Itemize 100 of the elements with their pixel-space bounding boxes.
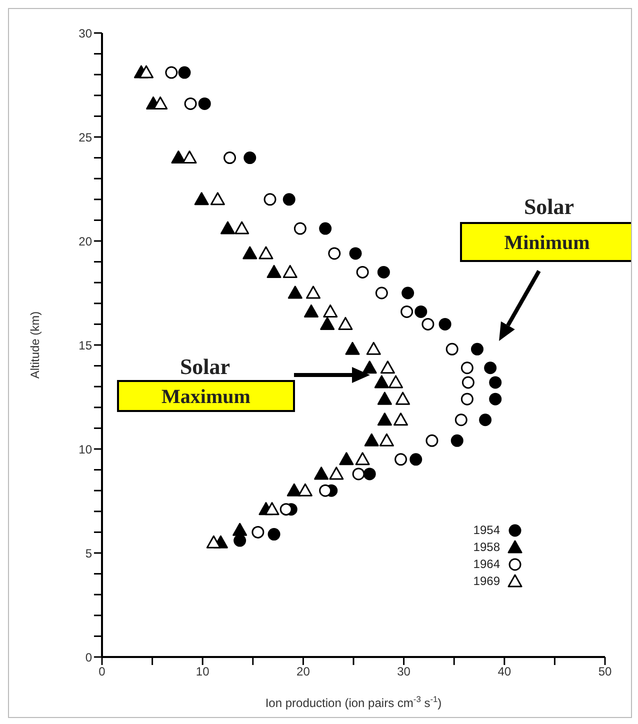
point xyxy=(388,375,403,388)
point xyxy=(363,468,376,480)
point xyxy=(329,466,344,480)
point xyxy=(282,264,298,278)
point xyxy=(355,452,370,466)
x-tick-label: 0 xyxy=(98,664,106,679)
point xyxy=(198,97,211,110)
point xyxy=(470,342,484,356)
point xyxy=(252,526,264,538)
point xyxy=(224,152,236,164)
point xyxy=(479,414,492,426)
point xyxy=(375,286,388,300)
point xyxy=(489,376,502,389)
point xyxy=(244,152,256,164)
point xyxy=(178,66,191,79)
annotation: Solar Minimum xyxy=(504,194,590,254)
y-tick-label: 20 xyxy=(78,234,92,248)
x-tick-label: 40 xyxy=(498,664,512,679)
point xyxy=(414,305,428,318)
x-tick-label: 30 xyxy=(397,664,411,679)
point xyxy=(377,266,390,278)
y-tick-label: 15 xyxy=(78,338,92,352)
point xyxy=(139,65,154,78)
point xyxy=(394,453,408,466)
point xyxy=(182,150,197,164)
point xyxy=(288,286,302,299)
y-axis-title: Altitude (km) xyxy=(28,311,42,379)
point xyxy=(206,535,221,548)
point xyxy=(268,528,280,541)
y-tick-label: 25 xyxy=(78,130,92,144)
point xyxy=(396,392,410,405)
legend-label: 1969 xyxy=(472,574,500,588)
point xyxy=(400,305,414,318)
point xyxy=(184,97,197,110)
point xyxy=(366,342,381,355)
point xyxy=(232,522,248,536)
point xyxy=(264,502,280,516)
point xyxy=(364,433,379,446)
point xyxy=(422,318,434,330)
point xyxy=(258,246,274,260)
point xyxy=(374,375,389,388)
point xyxy=(460,362,474,374)
point xyxy=(454,414,468,426)
point xyxy=(394,412,408,426)
point xyxy=(320,316,335,330)
legend-label: 1958 xyxy=(472,540,500,554)
point xyxy=(402,286,414,300)
point xyxy=(282,193,296,206)
point xyxy=(294,222,306,235)
point xyxy=(377,412,392,426)
y-tick-label: 10 xyxy=(78,442,92,456)
point xyxy=(314,466,329,480)
point xyxy=(349,247,362,260)
point xyxy=(345,342,360,355)
point xyxy=(460,392,474,406)
point xyxy=(306,286,321,299)
point xyxy=(153,96,168,110)
point xyxy=(462,376,474,389)
point xyxy=(286,483,302,496)
point xyxy=(298,483,312,496)
point xyxy=(489,392,502,406)
x-tick-label: 10 xyxy=(196,664,210,679)
point xyxy=(450,434,464,447)
point xyxy=(234,534,246,547)
point xyxy=(438,318,452,330)
point xyxy=(242,246,258,260)
point xyxy=(319,222,332,235)
legend-label: 1954 xyxy=(472,522,500,536)
y-tick-label: 30 xyxy=(78,26,92,40)
point xyxy=(171,150,186,164)
point xyxy=(426,434,438,447)
point xyxy=(194,192,209,206)
point xyxy=(410,453,422,466)
point xyxy=(264,193,276,206)
annotation: Solar Maximum xyxy=(162,354,251,408)
point xyxy=(380,360,395,374)
point xyxy=(338,316,353,330)
legend-label: 1964 xyxy=(472,556,500,570)
point xyxy=(304,304,318,318)
point xyxy=(323,304,338,318)
x-tick-label: 20 xyxy=(296,664,310,679)
point xyxy=(165,66,178,79)
point xyxy=(220,221,235,234)
x-tick-label: 50 xyxy=(598,664,612,679)
point xyxy=(352,468,365,480)
point xyxy=(328,247,341,260)
point xyxy=(484,362,497,374)
point xyxy=(362,360,377,374)
point xyxy=(210,192,225,206)
point xyxy=(377,392,392,405)
point xyxy=(446,342,458,356)
point xyxy=(339,452,354,466)
y-tick-label: 0 xyxy=(85,650,92,664)
point xyxy=(266,264,282,278)
point xyxy=(356,266,369,278)
point xyxy=(280,503,292,516)
y-tick-label: 5 xyxy=(85,546,92,560)
point xyxy=(319,484,332,497)
point xyxy=(234,221,250,234)
x-axis-title: Ion production (ion pairs cm$^{-3}$ s$^{-1}$) xyxy=(265,694,442,710)
